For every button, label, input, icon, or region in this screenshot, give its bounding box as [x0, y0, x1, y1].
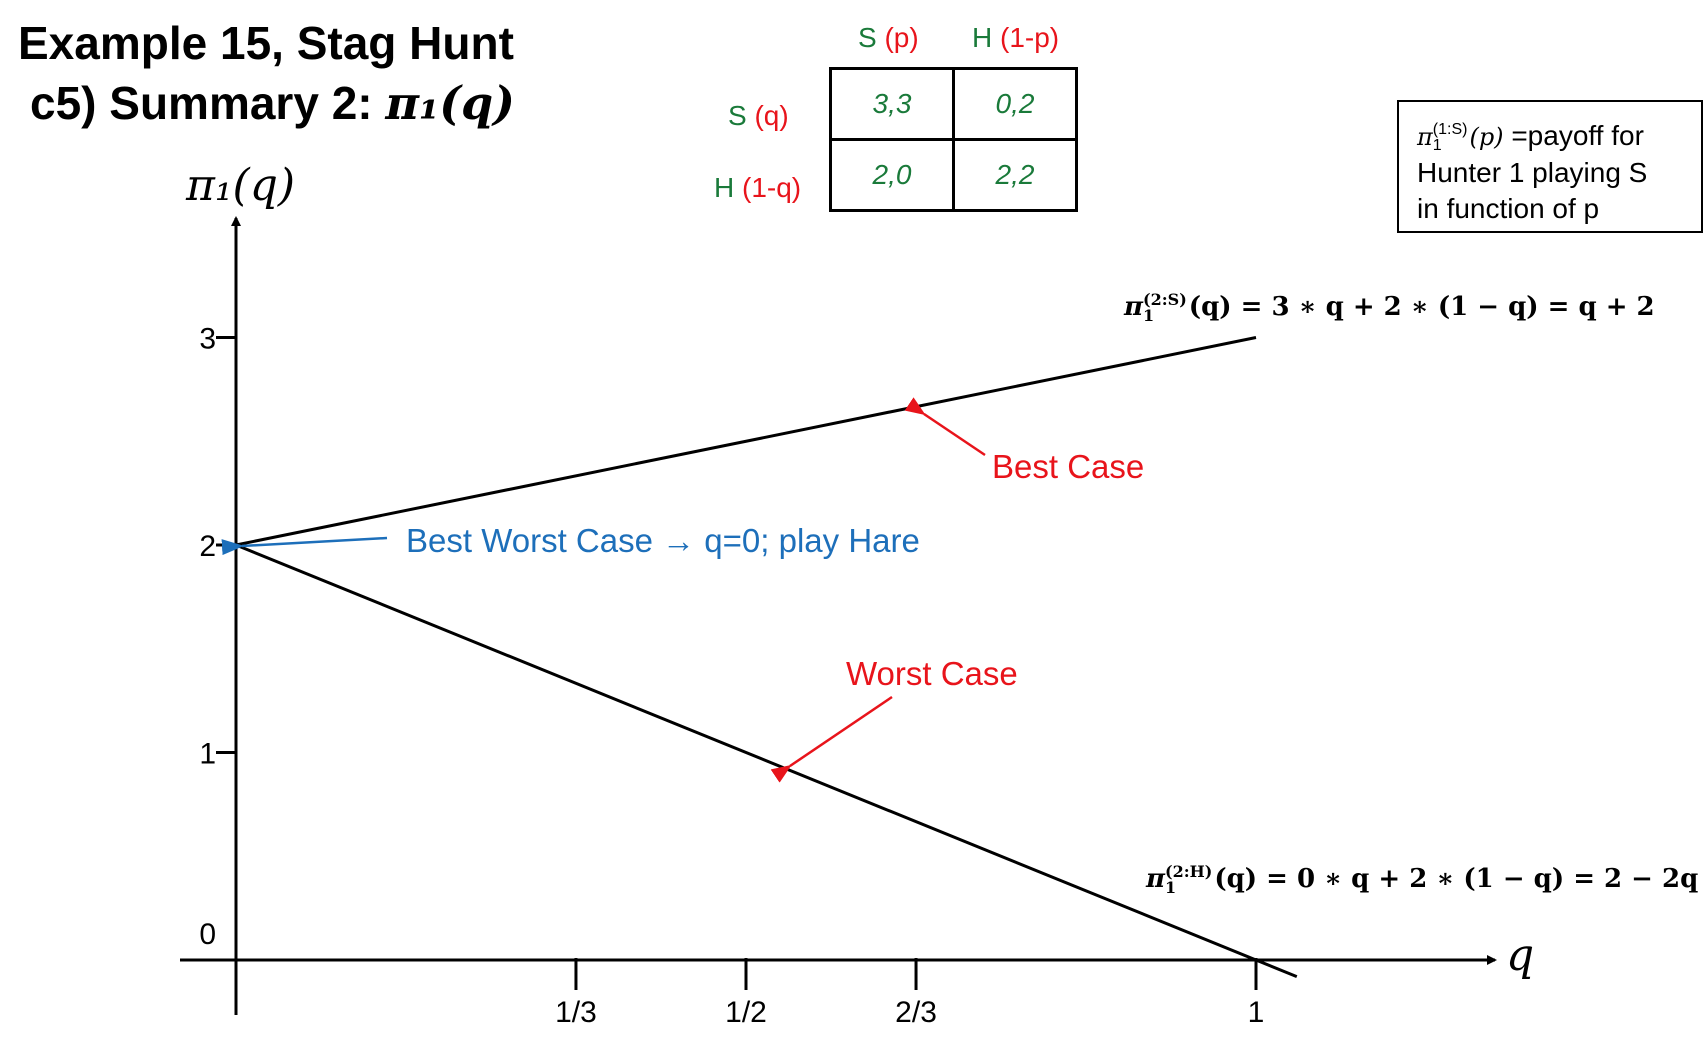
definition-note-box: π (1:S) 1 (p) =payoff for Hunter 1 playing …	[1397, 100, 1703, 233]
series-layer	[235, 336, 1298, 978]
note-arg: (p)	[1469, 123, 1504, 151]
x-tick-label: 2/3	[895, 996, 937, 1029]
x-axis-label: q	[1506, 930, 1534, 981]
worst-case-label: Worst Case	[846, 655, 1018, 692]
col-header-h: H (1-p)	[972, 22, 1060, 53]
x-tick-label: 1/2	[725, 996, 767, 1029]
payoff-cell: 2,0	[829, 138, 955, 212]
worst-case-arrow	[770, 695, 893, 783]
y-tick-label: 2	[199, 530, 216, 563]
formula-hare: π (2:H) 1 (q) = 0 ∗ q + 2 ∗ (1 − q) = 2 − 2…	[1146, 862, 1699, 897]
ticks-layer: 1/3 1/2 2/3 1 0 1 2 3	[199, 323, 1264, 1030]
note-line3: in function of p	[1417, 193, 1600, 224]
y-axis-label: π₁(q)	[186, 160, 296, 211]
payoff-cell: 3,3	[829, 67, 955, 141]
y-tick-label: 0	[199, 918, 216, 951]
y-tick-label: 3	[199, 323, 216, 356]
axes	[180, 216, 1497, 1015]
x-tick-label: 1	[1248, 996, 1265, 1029]
title-math: π₁(q)	[385, 76, 515, 130]
best-worst-case-label: Best Worst Case → q=0; play Hare	[406, 522, 920, 559]
note-line2: Hunter 1 playing S	[1417, 157, 1648, 188]
best-case-arrow	[904, 397, 986, 457]
y-tick-label: 1	[199, 738, 216, 771]
row-header-s: S (q)	[728, 100, 789, 131]
x-tick-label: 1/3	[555, 996, 597, 1029]
payoff-cell: 2,2	[952, 138, 1078, 212]
formula-stag: π (2:S) 1 (q) = 3 ∗ q + 2 ∗ (1 − q) = q + 2	[1124, 290, 1655, 325]
best-case-label: Best Case	[992, 448, 1145, 485]
best-worst-case-arrow	[221, 536, 388, 556]
note-text1: =payoff for	[1503, 120, 1644, 151]
stag-payoff-line	[235, 336, 1257, 547]
col-header-s: S (p)	[858, 22, 919, 53]
table-row: 2,0 2,2	[829, 138, 1078, 212]
note-sup: (1:S)	[1432, 120, 1468, 138]
payoff-cell: 0,2	[952, 67, 1078, 141]
table-row: 3,3 0,2	[829, 67, 1078, 141]
page-title-line2: c5) Summary 2: π₁(q)	[30, 80, 515, 126]
payoff-table: 3,3 0,2 2,0 2,2	[829, 67, 1078, 212]
note-line1: π (1:S) 1 (p) =payoff for	[1417, 118, 1701, 155]
row-header-h: H (1-q)	[714, 172, 802, 203]
title-prefix: c5) Summary 2:	[30, 77, 386, 129]
note-symbol: π	[1417, 123, 1433, 151]
note-sub: 1	[1432, 136, 1442, 154]
hare-payoff-line	[235, 543, 1298, 978]
page-title-line1: Example 15, Stag Hunt	[18, 17, 514, 69]
